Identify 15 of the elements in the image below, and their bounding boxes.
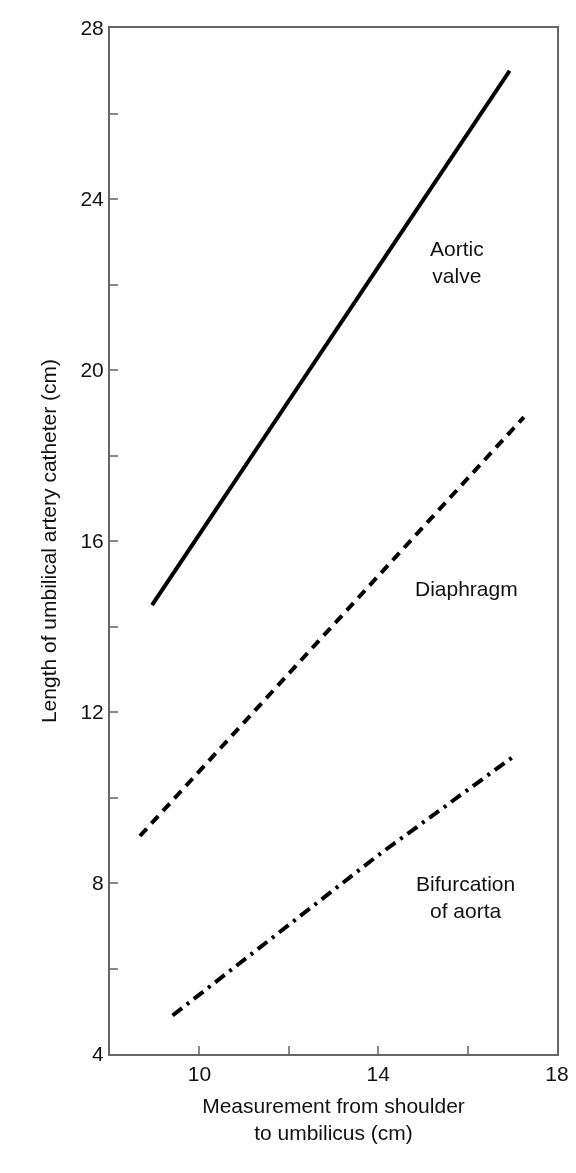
x-axis-title: Measurement from shoulder to umbilicus (cm): [202, 1093, 465, 1145]
series-label: Aortic valve: [430, 237, 484, 288]
y-tick-label: 28: [80, 16, 104, 40]
series-label: Bifurcation of aorta: [416, 872, 516, 923]
y-tick-label: 20: [80, 358, 104, 382]
y-tick-label: 12: [80, 700, 104, 724]
y-axis-title: Length of umbilical artery catheter (cm): [37, 358, 61, 724]
x-tick-label: 10: [187, 1062, 212, 1086]
y-tick-label: 24: [80, 187, 105, 211]
x-tick-label: 14: [366, 1062, 391, 1086]
y-tick-label: 8: [92, 871, 104, 895]
series-label: Diaphragm: [415, 577, 518, 600]
x-tick-label: 18: [545, 1062, 569, 1086]
y-tick-label: 16: [80, 529, 104, 553]
y-tick-label: 4: [92, 1042, 105, 1066]
